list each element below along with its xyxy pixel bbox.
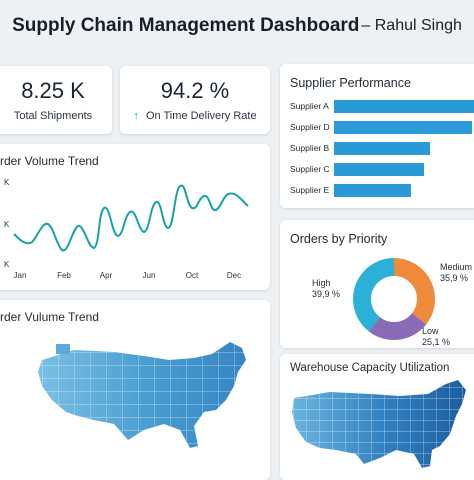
pie-label-low-name: Low <box>422 326 439 336</box>
supplier-bar-row: Supplier B <box>290 142 474 155</box>
x-tick-label: Jan <box>14 271 27 280</box>
supplier-bar-row: Supplier A <box>290 100 474 113</box>
orders-priority-title: Orders by Priority <box>290 232 388 246</box>
us-map-warehouse <box>292 380 466 468</box>
author-name: – Rahul Singh <box>361 17 462 34</box>
supplier-bar <box>334 184 411 197</box>
y-tick-label: K <box>4 260 10 269</box>
x-tick-label: Apr <box>100 271 113 280</box>
donut-slice-high <box>353 258 435 340</box>
y-tick-label: K <box>4 220 10 229</box>
page-title: Supply Chain Management Dashboard <box>12 15 360 36</box>
warehouse-title: Warehouse Capacity Utilization <box>290 362 450 374</box>
supplier-bar-label: Supplier E <box>290 185 330 195</box>
supplier-bar <box>334 163 424 176</box>
kpi-card-shipments: 8.25 K Total Shipments <box>0 66 112 134</box>
supplier-bar <box>334 121 472 134</box>
pie-label-low: Low 25,1 % <box>422 326 450 348</box>
supplier-bar-label: Supplier B <box>290 143 330 153</box>
pie-label-low-percent: 25,1 % <box>422 337 451 347</box>
order-trend-line <box>13 184 249 252</box>
supplier-bar-row: Supplier D <box>290 121 474 134</box>
pie-label-medium-name: Medium <box>440 262 473 272</box>
donut-slice-low <box>353 258 435 340</box>
pie-label-high-name: High <box>312 278 331 288</box>
supplier-bar-row: Supplier C <box>290 163 474 176</box>
y-tick-label: K <box>4 178 10 187</box>
supplier-bar <box>334 142 430 155</box>
priority-donut <box>353 258 435 340</box>
kpi-card-delivery: 94.2 % ↑ On Time Delivery Rate <box>120 66 270 134</box>
order-trend-card: rder Volume Trend K K K Jan Feb Apr Jun Oct Dec <box>0 144 270 290</box>
supplier-performance-title: Supplier Performance <box>290 76 411 90</box>
x-tick-label: Dec <box>227 271 241 280</box>
kpi-label-delivery: On Time Delivery Rate <box>145 110 257 122</box>
orders-priority-card: Orders by Priority High 39,9 % Medium 35… <box>280 220 474 348</box>
x-tick-label: Feb <box>57 271 71 280</box>
supplier-performance-card: Supplier Performance Supplier A Supplier … <box>280 64 474 208</box>
order-trend-title: rder Volume Trend <box>0 154 99 168</box>
order-map-title: rder Vulume Trend <box>0 310 99 324</box>
pie-label-medium: Medium 35,9 % <box>440 262 472 284</box>
pie-label-high: High 39,9 % <box>312 278 340 300</box>
pie-label-high-percent: 39,9 % <box>312 289 341 299</box>
supplier-bar-label: Supplier D <box>290 122 330 132</box>
kpi-value-shipments: 8.25 K <box>21 78 85 103</box>
kpi-value-delivery: 94.2 % <box>160 78 230 103</box>
kpi-label-delivery-row: ↑ On Time Delivery Rate <box>120 110 270 122</box>
kpi-label-shipments: Total Shipments <box>13 110 93 122</box>
alaska-shape <box>56 344 70 354</box>
order-trend-chart: K K K Jan Feb Apr Jun Oct Dec <box>4 178 249 280</box>
pie-label-medium-percent: 35,9 % <box>440 273 469 283</box>
supplier-bar <box>334 100 474 113</box>
supplier-bar-label: Supplier A <box>290 101 329 111</box>
x-tick-label: Oct <box>186 271 199 280</box>
us-map-orders <box>38 342 246 448</box>
arrow-up-icon: ↑ <box>133 110 139 122</box>
dashboard-title: Supply Chain Management Dashboard – Rahu… <box>0 0 474 52</box>
x-tick-label: Jun <box>143 271 156 280</box>
supplier-bar-row: Supplier E <box>290 184 474 197</box>
warehouse-card: Warehouse Capacity Utilization <box>280 354 474 480</box>
supplier-bar-label: Supplier C <box>290 164 330 174</box>
order-map-card: rder Vulume Trend <box>0 300 270 480</box>
